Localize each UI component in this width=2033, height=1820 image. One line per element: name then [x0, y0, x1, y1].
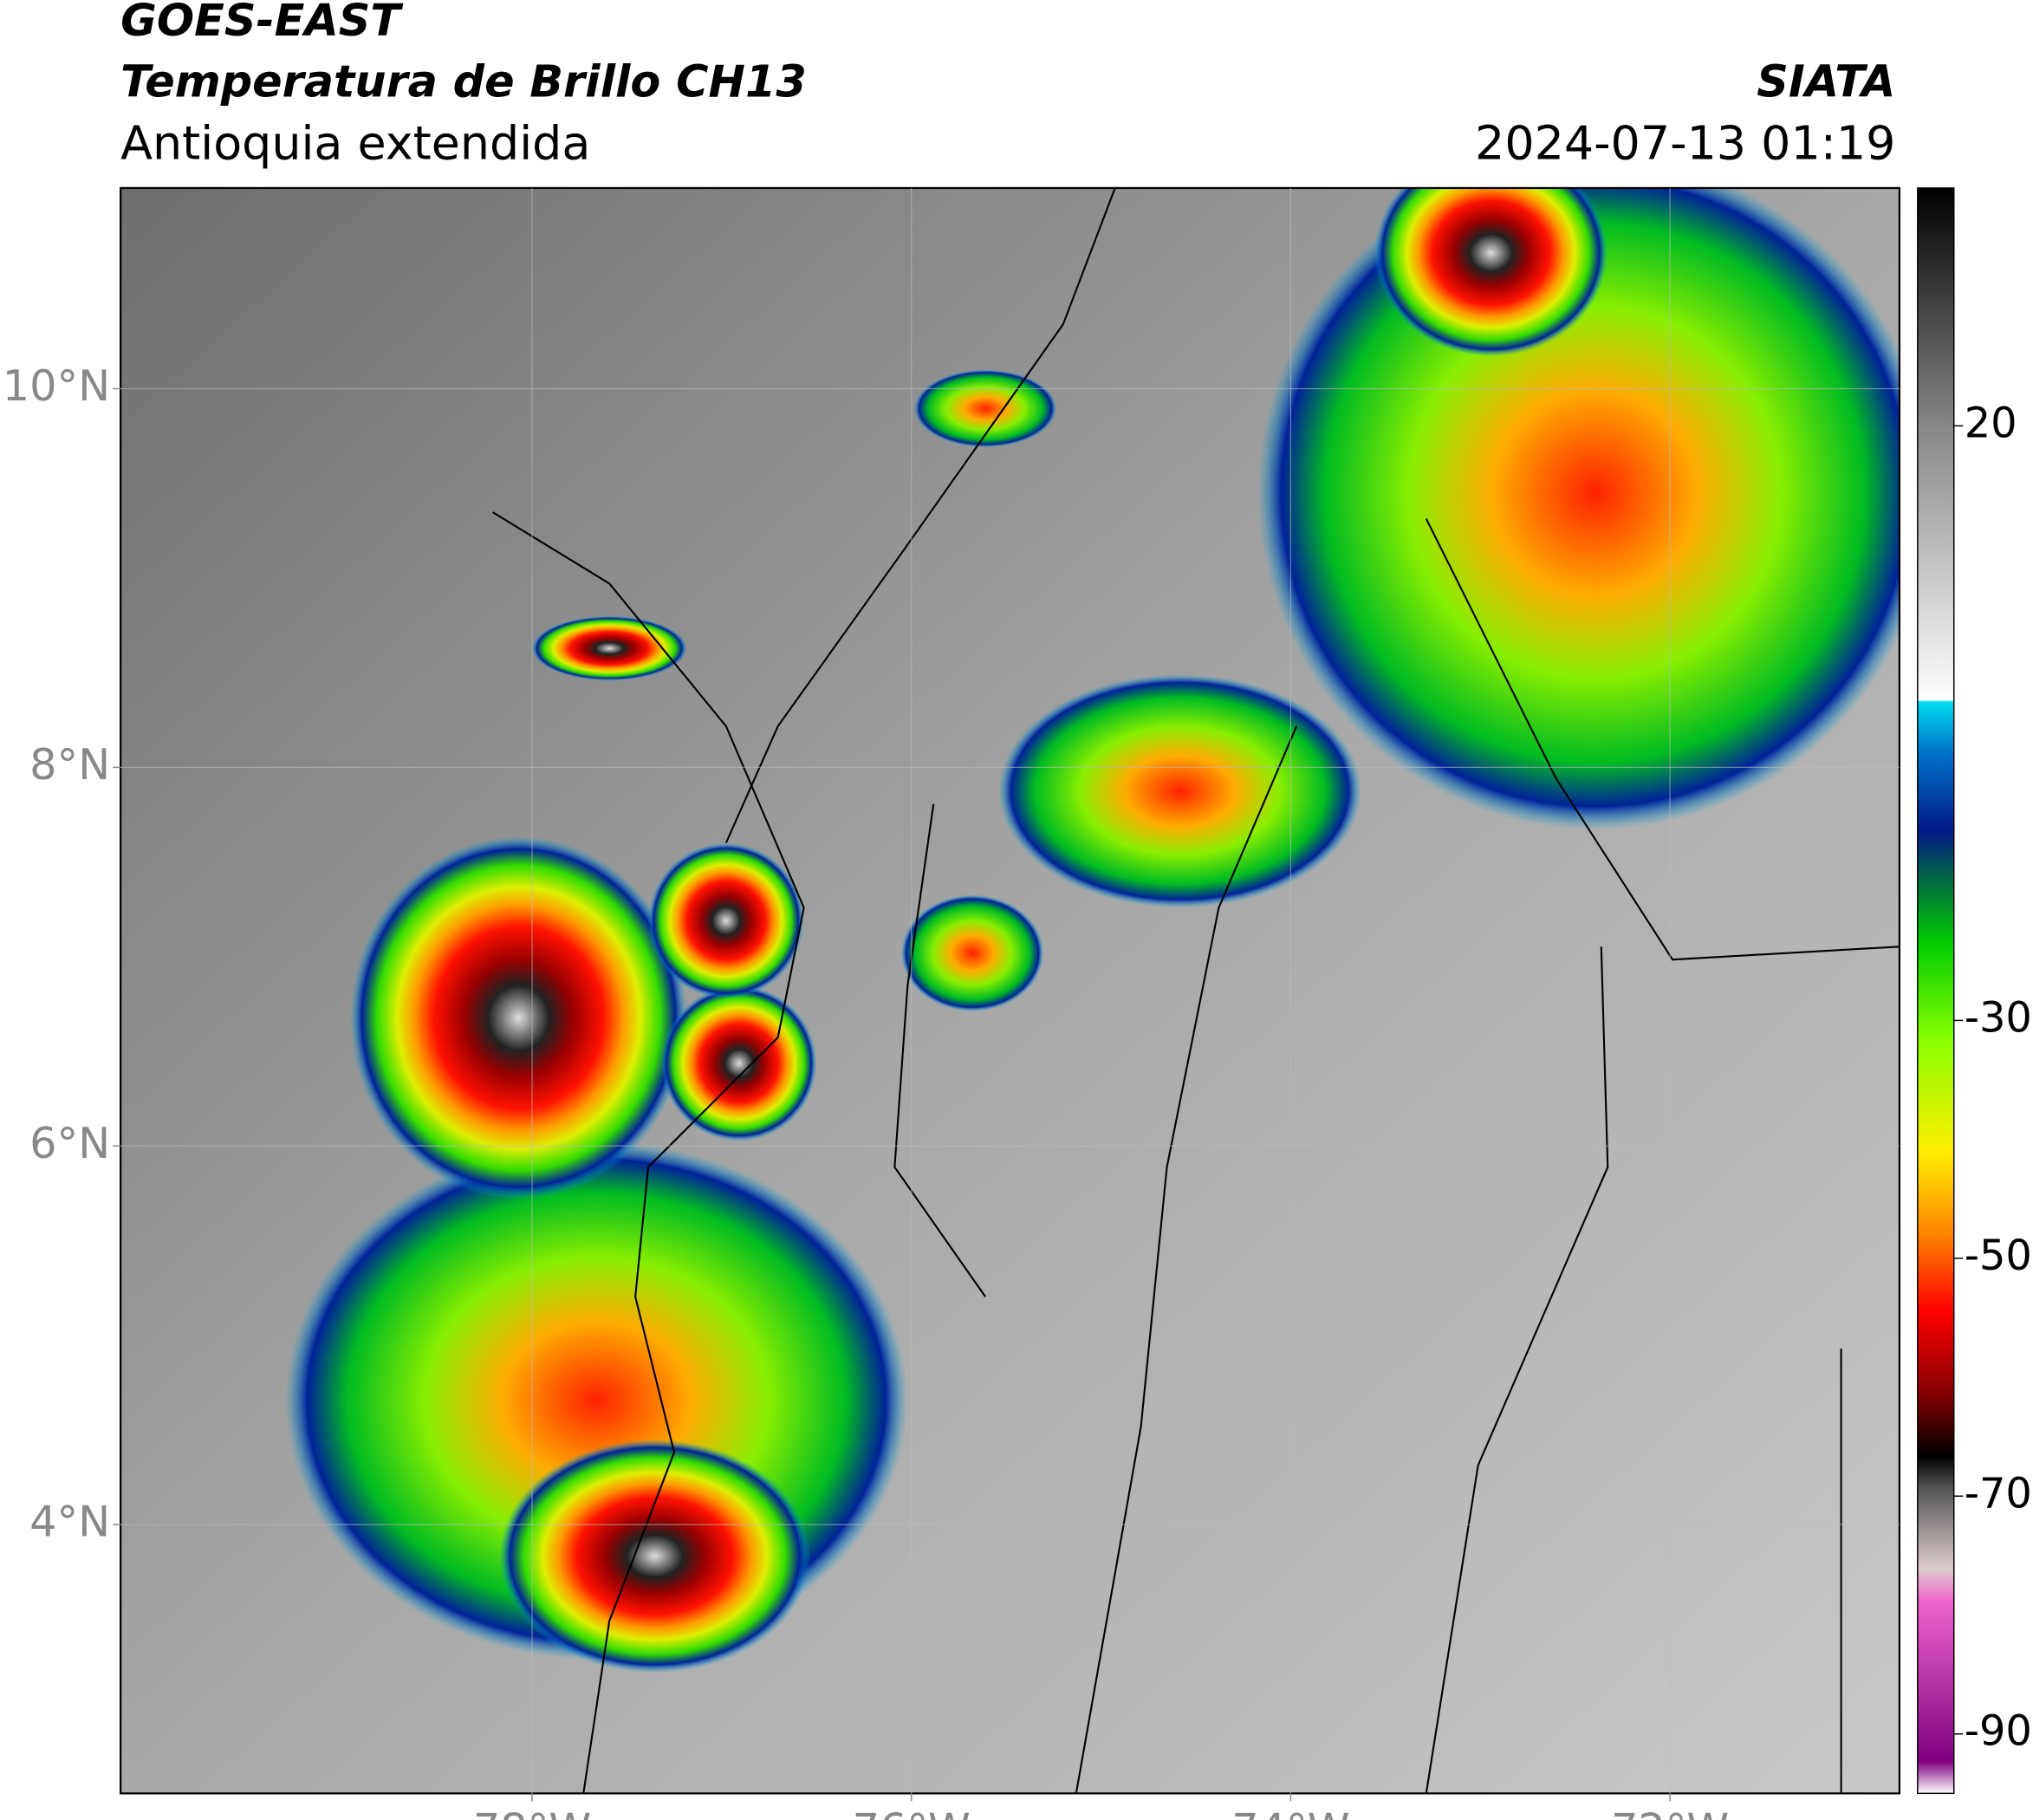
- cloud: [1374, 187, 1608, 357]
- x-tick-label: 78°W: [473, 1804, 591, 1820]
- colorbar-tick-label: -70: [1965, 1470, 2032, 1518]
- cloud: [1257, 187, 1900, 830]
- source: SIATA: [1757, 55, 1895, 107]
- y-tick-label: 4°N: [29, 1497, 110, 1547]
- cloud: [648, 842, 804, 999]
- y-tick-label: 6°N: [29, 1118, 110, 1168]
- colorbar-tick-label: -50: [1965, 1232, 2032, 1280]
- datetime: 2024-07-13 01:19: [1475, 116, 1895, 171]
- cloud: [499, 1439, 811, 1674]
- cloud: [900, 894, 1044, 1012]
- colorbar-tick-label: 20: [1965, 400, 2017, 447]
- map-frame: [120, 186, 1901, 1795]
- cloud: [998, 674, 1361, 908]
- y-tick-label: 8°N: [29, 739, 110, 790]
- product: Temperatura de Brillo CH13: [120, 55, 807, 107]
- x-tick-label: 74°W: [1231, 1804, 1349, 1820]
- x-tick-label: 72°W: [1611, 1804, 1729, 1820]
- colorbar-tick-label: -90: [1965, 1708, 2032, 1756]
- colorbar: [1917, 187, 1955, 1795]
- cloud: [661, 985, 817, 1141]
- satellite-image: [120, 187, 1900, 1794]
- colorbar-tick-label: -30: [1965, 994, 2032, 1042]
- cloud: [349, 836, 687, 1200]
- cloud: [531, 615, 687, 681]
- region: Antioquia extendida: [120, 116, 590, 171]
- borders: [491, 187, 1900, 1794]
- y-tick-label: 10°N: [3, 361, 110, 411]
- x-tick-label: 76°W: [853, 1804, 971, 1820]
- satellite: GOES-EAST: [120, 0, 404, 46]
